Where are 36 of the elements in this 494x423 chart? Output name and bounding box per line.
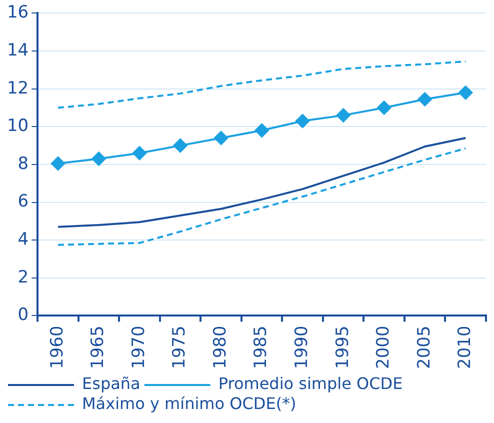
x-tick-label: 2010 — [455, 326, 476, 369]
x-tick-label: 1970 — [128, 326, 149, 369]
y-tick-label: 8 — [18, 154, 29, 174]
point — [173, 138, 188, 153]
y-tick-label: 16 — [6, 2, 29, 23]
x-tick-label: 1980 — [210, 326, 230, 369]
x-tick-label: 1960 — [47, 326, 68, 369]
x-tick-label: 1995 — [332, 326, 353, 369]
y-tick-label: 10 — [6, 116, 29, 136]
y-tick-label: 12 — [6, 78, 29, 98]
point — [132, 146, 147, 160]
point — [51, 156, 66, 171]
point — [458, 86, 473, 100]
legend-label: España — [82, 374, 140, 394]
point — [418, 92, 432, 106]
x-tick-label: 1975 — [170, 326, 190, 369]
point — [92, 152, 106, 166]
line-series — [57, 60, 467, 109]
point — [254, 123, 269, 138]
y-tick-label: 6 — [18, 192, 29, 212]
x-tick-label: 1990 — [292, 326, 312, 369]
y-tick-label: 2 — [18, 267, 29, 288]
x-tick-label: 1985 — [251, 326, 272, 369]
line-series — [57, 147, 467, 246]
y-tick-label: 14 — [6, 40, 29, 60]
y-tick-label: 0 — [18, 305, 29, 326]
x-tick-label: 2000 — [374, 326, 394, 369]
x-tick-label: 2005 — [414, 326, 434, 369]
point — [214, 130, 228, 145]
point — [296, 114, 310, 128]
point — [336, 108, 350, 122]
point — [377, 100, 392, 115]
x-tick-label: 1965 — [88, 326, 108, 369]
legend-label: Promedio simple OCDE — [218, 374, 403, 394]
y-tick-label: 4 — [18, 230, 29, 250]
legend-label: Máximo y mínimo OCDE(*) — [82, 394, 296, 414]
